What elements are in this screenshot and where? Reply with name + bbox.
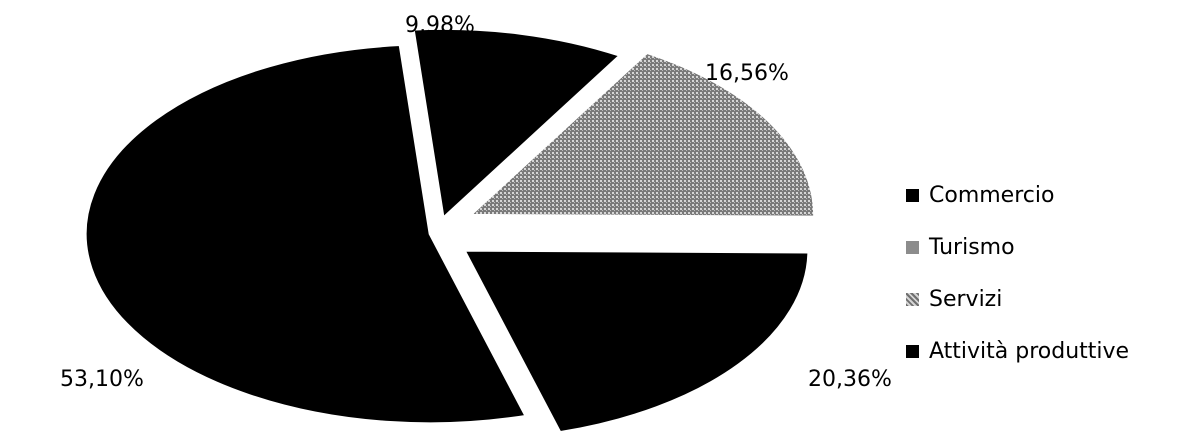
legend-label-commercio: Commercio — [929, 182, 1055, 208]
legend-label-attivita-produttive: Attività produttive — [929, 338, 1130, 364]
legend-item-attivita-produttive: Attività produttive — [906, 326, 1129, 376]
legend-label-turismo: Turismo — [929, 234, 1015, 260]
legend-swatch-commercio — [906, 188, 919, 202]
legend-swatch-turismo — [906, 240, 919, 254]
pie-slice-commercio — [411, 26, 624, 222]
pie-slice-servizi — [461, 248, 811, 435]
pie-slice-attivita-produttive — [83, 42, 529, 426]
legend-label-servizi: Servizi — [929, 286, 1003, 312]
legend-item-commercio: Commercio — [906, 170, 1129, 220]
data-label-servizi: 20,36% — [808, 367, 892, 392]
legend-item-turismo: Turismo — [906, 222, 1129, 272]
pie-slice-turismo — [465, 50, 817, 219]
data-label-commercio: 9,98% — [405, 13, 475, 38]
legend: Commercio Turismo Servizi Attività produ… — [906, 170, 1129, 378]
legend-swatch-servizi — [906, 292, 919, 306]
legend-swatch-attivita-produttive — [906, 344, 919, 358]
data-label-attivita-produttive: 53,10% — [60, 367, 144, 392]
legend-item-servizi: Servizi — [906, 274, 1129, 324]
data-label-turismo: 16,56% — [705, 61, 789, 86]
